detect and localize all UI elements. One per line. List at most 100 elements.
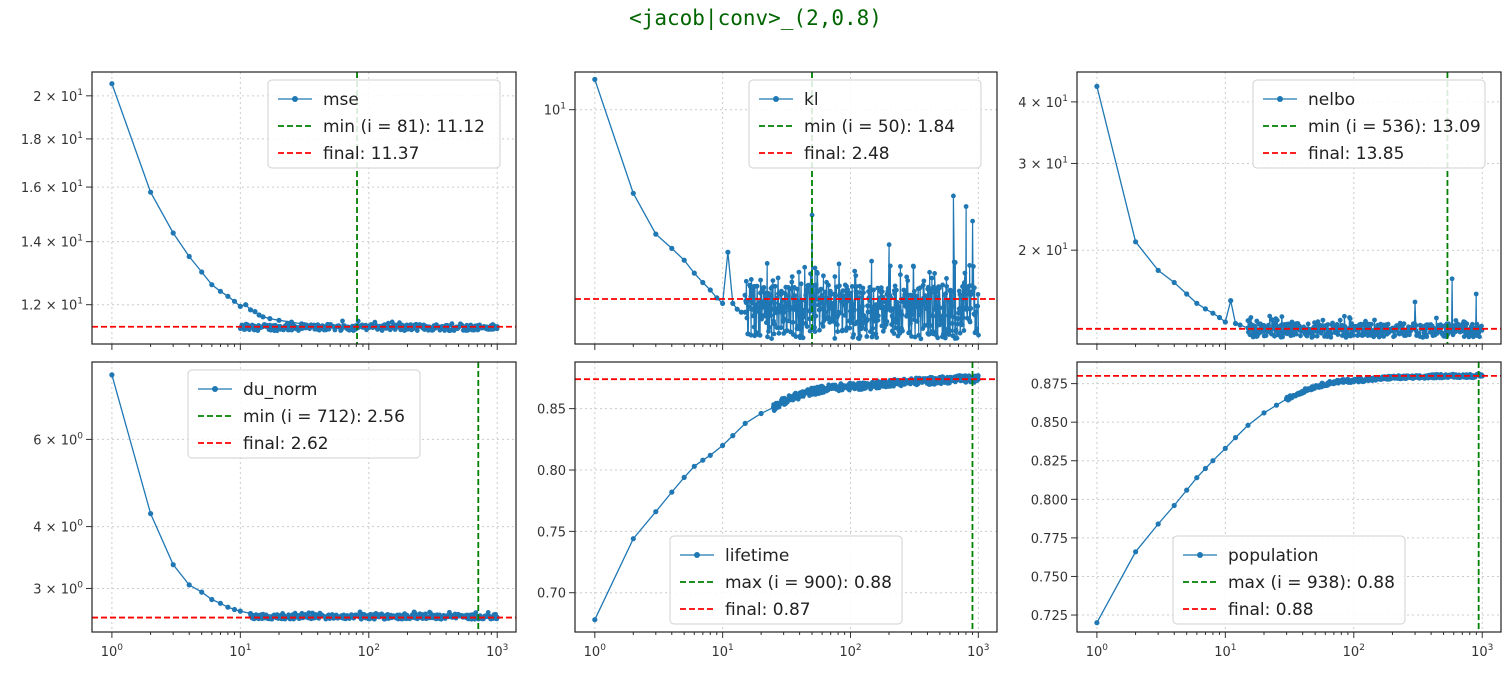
- tick-label: 1.4 × 101: [21, 234, 83, 251]
- tick-label: 0.750: [1031, 570, 1068, 585]
- data-point: [819, 294, 825, 300]
- data-point: [1222, 445, 1228, 451]
- data-point: [898, 264, 903, 269]
- data-point: [260, 314, 266, 320]
- data-point: [769, 336, 774, 341]
- data-point: [1300, 328, 1306, 334]
- data-point: [894, 320, 899, 325]
- data-point: [765, 334, 770, 340]
- data-point: [800, 335, 806, 341]
- data-point: [1194, 300, 1200, 306]
- data-point: [855, 319, 861, 325]
- data-point: [812, 329, 818, 334]
- tick-label: 100: [584, 643, 607, 660]
- data-point: [1413, 323, 1419, 328]
- data-point: [1407, 332, 1412, 338]
- data-point: [738, 309, 744, 315]
- data-point: [884, 319, 890, 324]
- data-point: [700, 279, 706, 286]
- data-point: [847, 308, 853, 314]
- data-point: [835, 329, 841, 334]
- data-point: [909, 334, 914, 339]
- legend: lifetime max (i = 900): 0.88 final: 0.87: [669, 535, 903, 625]
- data-point: [962, 270, 968, 276]
- subplot-population: 100 101 102 103 0.725 0.750 0.775 0.800 0.825 0.8…: [1031, 361, 1502, 660]
- data-point: [874, 335, 880, 340]
- subplot-lifetime: 100 101 102 103 0.70 0.75 0.80 0.85 lifetime max …: [537, 361, 998, 660]
- data-point: [1449, 276, 1455, 282]
- data-point: [970, 289, 976, 294]
- data-point: [885, 286, 891, 291]
- data-point: [941, 312, 947, 318]
- series-line: [1096, 375, 1483, 624]
- data-point: [905, 311, 910, 317]
- data-point: [804, 324, 810, 329]
- data-point: [1274, 317, 1280, 323]
- data-point: [863, 326, 868, 332]
- data-point: [766, 329, 771, 334]
- data-point: [957, 330, 963, 336]
- axes-frame: [91, 71, 517, 345]
- data-point: [759, 289, 764, 295]
- data-point: [821, 273, 826, 279]
- tick-label: 2 × 101: [1018, 242, 1068, 259]
- data-point: [918, 336, 924, 342]
- data-point: [797, 306, 803, 312]
- data-point: [109, 81, 115, 87]
- data-point: [924, 322, 930, 328]
- data-point: [834, 322, 840, 328]
- data-point: [932, 271, 937, 276]
- data-point: [770, 404, 777, 410]
- data-point: [768, 313, 774, 318]
- series-nelbo: [1094, 83, 1485, 340]
- data-point: [1202, 465, 1208, 472]
- tick-label: 101: [1214, 643, 1236, 660]
- data-point: [1328, 334, 1334, 340]
- tick-label: 4 × 100: [33, 519, 83, 536]
- data-point: [855, 290, 860, 295]
- legend-label: min (i = 81): 11.12: [323, 117, 485, 137]
- data-point: [1473, 291, 1479, 297]
- data-point: [1184, 291, 1190, 297]
- data-point: [907, 329, 912, 335]
- axes-frame: [91, 361, 517, 633]
- tick-label: 101: [544, 102, 566, 119]
- data-point: [1424, 334, 1430, 340]
- data-point: [807, 316, 812, 322]
- data-point: [903, 290, 908, 296]
- data-point: [1453, 318, 1459, 323]
- data-point: [809, 388, 815, 395]
- legend-label: final: 2.62: [243, 434, 329, 454]
- data-point: [832, 274, 838, 279]
- data-point: [796, 326, 802, 332]
- data-point: [1373, 376, 1379, 382]
- data-point: [955, 316, 961, 322]
- axes-frame: [1076, 71, 1502, 345]
- data-point: [1392, 333, 1398, 339]
- data-point: [911, 264, 916, 270]
- data-point: [1284, 396, 1290, 402]
- data-point: [923, 306, 929, 311]
- data-point: [630, 536, 636, 542]
- data-point: [669, 245, 675, 251]
- tick-label: 4 × 101: [1018, 94, 1068, 111]
- data-point: [806, 283, 812, 289]
- data-point: [691, 463, 697, 469]
- data-point: [878, 285, 884, 291]
- data-point: [920, 282, 926, 288]
- legend-label: final: 0.87: [725, 600, 811, 620]
- data-point: [836, 261, 842, 267]
- data-point: [1232, 435, 1239, 441]
- data-point: [720, 300, 726, 306]
- data-point: [225, 604, 231, 610]
- data-point: [707, 287, 713, 293]
- data-point: [1237, 322, 1243, 328]
- data-point: [1330, 320, 1335, 326]
- data-point: [1210, 458, 1216, 464]
- data-point: [237, 303, 243, 309]
- data-point: [742, 292, 748, 298]
- data-point: [630, 190, 636, 196]
- data-point: [794, 286, 800, 292]
- data-point: [875, 285, 881, 291]
- data-point: [757, 332, 763, 338]
